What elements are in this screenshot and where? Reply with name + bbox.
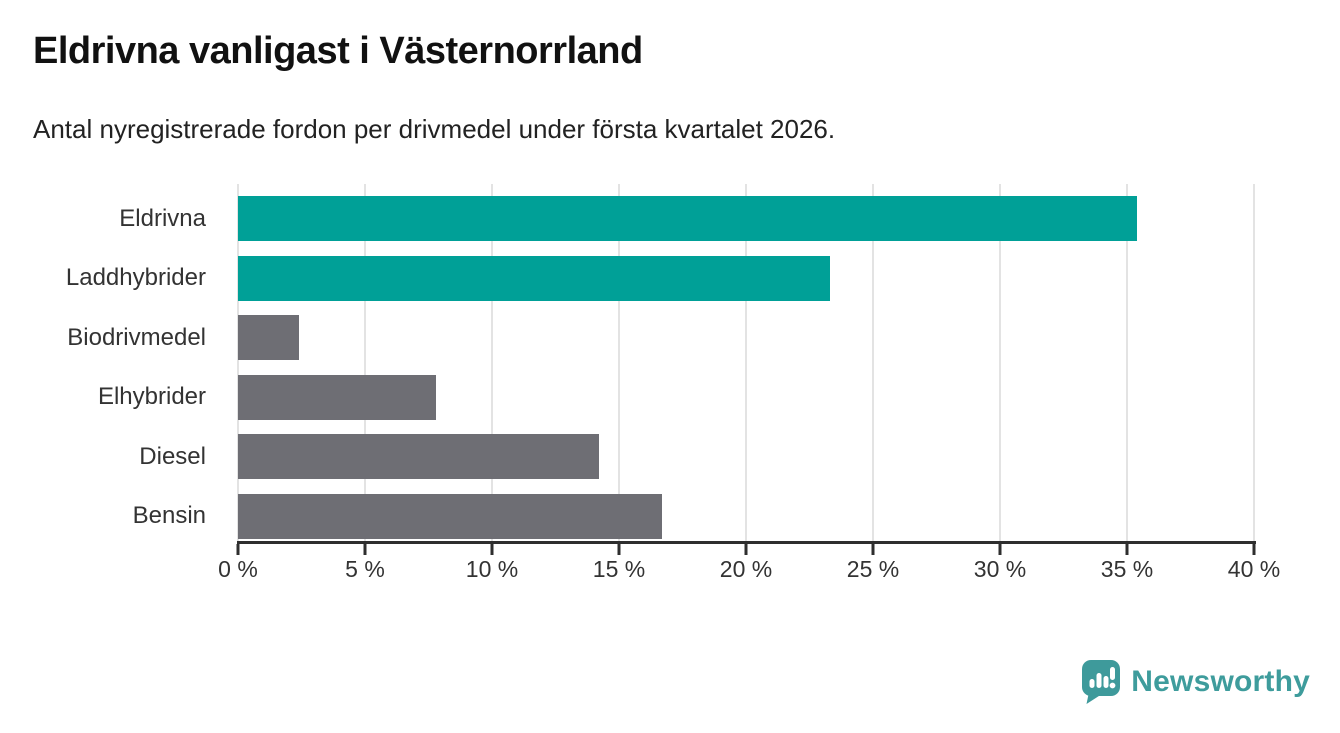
x-tick-label-0: 0 % — [218, 556, 258, 582]
gridline-40 — [1253, 184, 1255, 541]
chart-title: Eldrivna vanligast i Västernorrland — [33, 30, 643, 72]
x-tick-label-25: 25 % — [846, 556, 900, 582]
x-tick-0 — [236, 544, 240, 555]
brand-footer: Newsworthy — [1082, 660, 1310, 704]
brand-name: Newsworthy — [1131, 665, 1310, 698]
x-tick-10 — [490, 544, 494, 555]
x-tick-label-5: 5 % — [345, 556, 385, 582]
bar-elhybrider — [238, 374, 437, 420]
gridline-35 — [1126, 184, 1128, 541]
x-tick-5 — [363, 544, 367, 555]
x-tick-15 — [617, 544, 621, 555]
bar-biodrivmedel — [238, 315, 299, 360]
gridline-0 — [237, 184, 239, 541]
category-label-laddhybrider: Laddhybrider — [65, 264, 206, 291]
gridline-25 — [872, 184, 874, 541]
bar-bensin — [238, 493, 663, 539]
chart-subtitle: Antal nyregistrerade fordon per drivmede… — [33, 114, 836, 144]
x-tick-40 — [1252, 544, 1256, 555]
x-tick-label-30: 30 % — [973, 556, 1027, 582]
plot-area — [237, 184, 1255, 541]
category-label-eldrivna: Eldrivna — [119, 204, 206, 232]
x-tick-30 — [998, 544, 1002, 555]
bar-laddhybrider — [238, 255, 830, 301]
gridline-20 — [745, 184, 747, 541]
category-label-bensin: Bensin — [132, 502, 206, 529]
bar-diesel — [238, 434, 599, 479]
category-label-elhybrider: Elhybrider — [97, 383, 206, 410]
x-tick-label-35: 35 % — [1100, 556, 1154, 582]
bar-eldrivna — [238, 196, 1138, 241]
x-tick-35 — [1125, 544, 1129, 555]
x-tick-label-40: 40 % — [1227, 556, 1281, 582]
x-tick-label-10: 10 % — [465, 556, 519, 582]
category-label-diesel: Diesel — [139, 442, 206, 470]
y-axis-category-labels: Eldrivna Laddhybrider Biodrivmedel Elhybrid… — [0, 184, 222, 541]
x-axis-line — [237, 541, 1256, 544]
gridline-30 — [999, 184, 1001, 541]
gridline-10 — [491, 184, 493, 541]
newsworthy-logo-icon — [1082, 660, 1121, 704]
gridline-5 — [364, 184, 366, 541]
gridline-15 — [618, 184, 620, 541]
x-tick-label-20: 20 % — [719, 556, 773, 582]
x-tick-label-15: 15 % — [592, 556, 646, 582]
category-label-biodrivmedel: Biodrivmedel — [67, 323, 206, 351]
x-tick-20 — [744, 544, 748, 555]
x-tick-25 — [871, 544, 875, 555]
